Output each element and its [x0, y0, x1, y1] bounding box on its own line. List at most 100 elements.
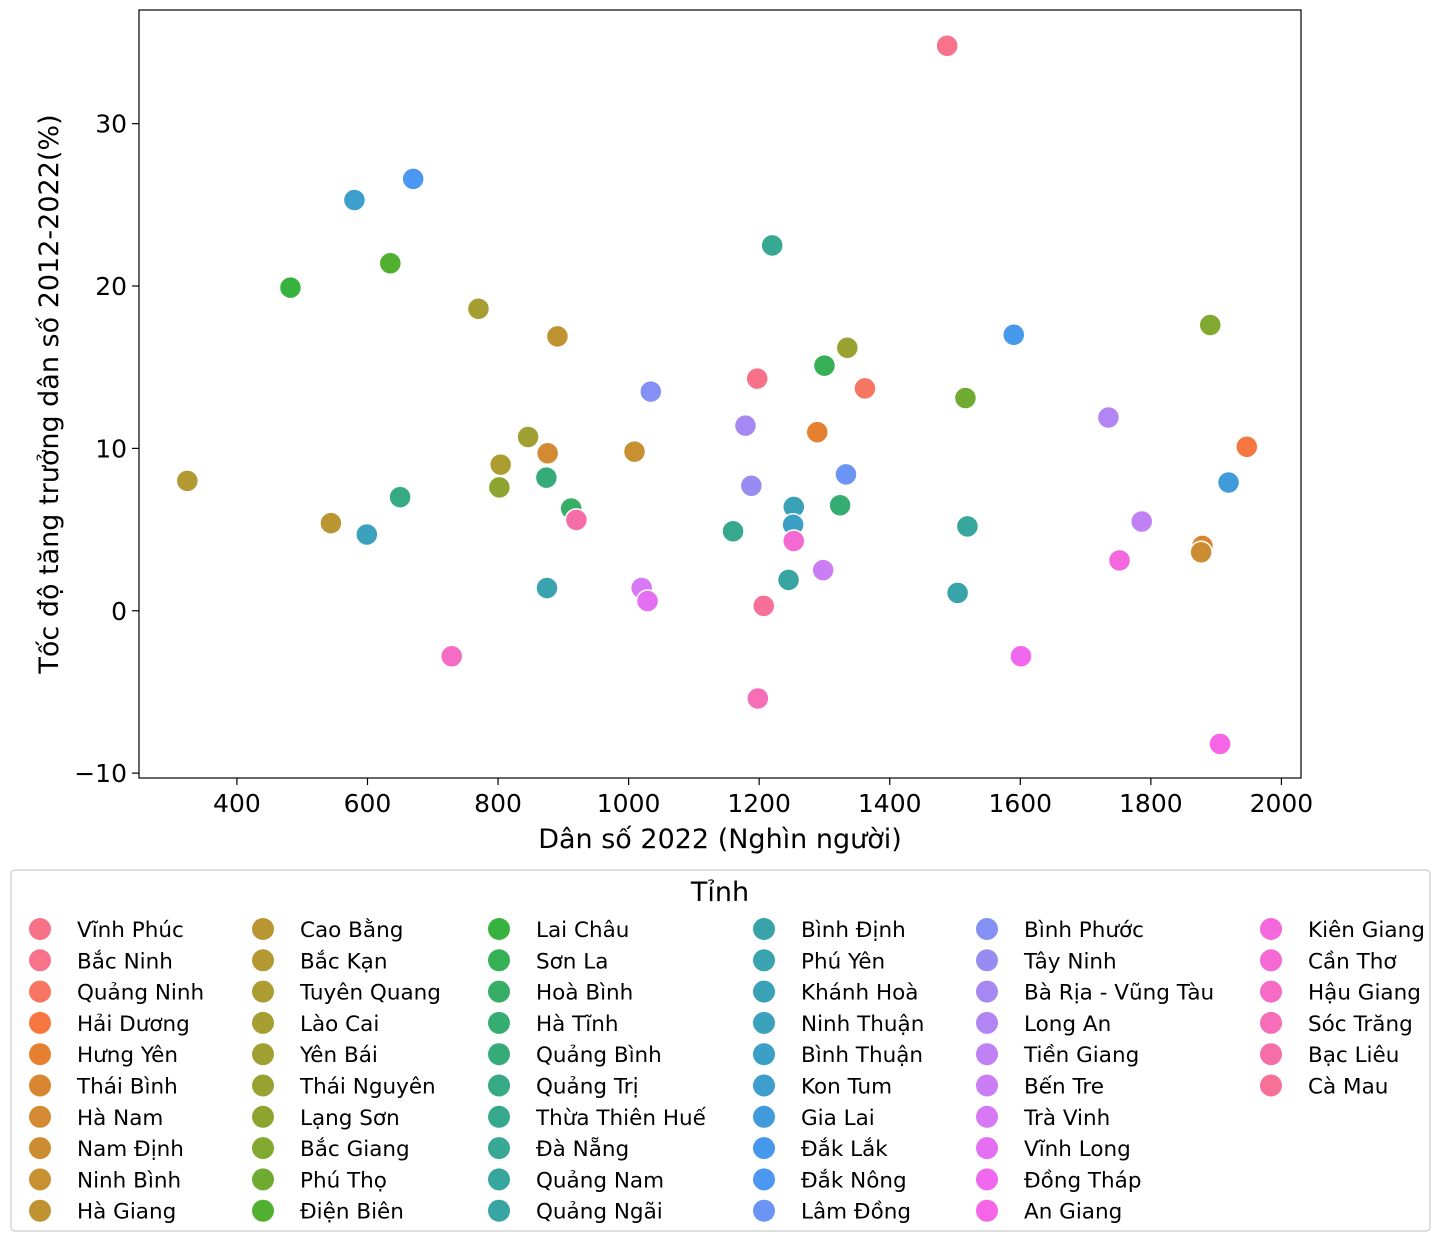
legend-marker: [488, 1168, 510, 1191]
data-point: [388, 485, 412, 509]
legend-item: Ninh Bình: [29, 1168, 181, 1193]
data-point: [545, 324, 570, 349]
data-point: [378, 251, 403, 276]
legend-marker: [488, 1137, 510, 1160]
x-axis-label: Dân số 2022 (Nghìn người): [538, 824, 902, 855]
data-point: [564, 508, 589, 532]
legend-label: An Giang: [1024, 1200, 1122, 1225]
x-tick-label: 1800: [1119, 789, 1183, 818]
x-tick-label: 1600: [988, 789, 1052, 818]
data-point: [746, 686, 770, 711]
legend-label: Bắc Giang: [300, 1137, 410, 1162]
data-point: [853, 376, 877, 401]
plot-frame: [138, 9, 1302, 779]
data-point: [635, 589, 660, 613]
legend-label: Gia Lai: [801, 1106, 875, 1131]
legend: Tỉnh Vĩnh Phúc Bắc Ninh Quảng Ninh Hải Dươn…: [10, 869, 1431, 1232]
data-point: [835, 335, 860, 360]
legend-label: Kon Tum: [801, 1075, 892, 1100]
data-point: [782, 529, 806, 553]
legend-marker: [29, 1199, 51, 1222]
legend-label: Cà Mau: [1308, 1075, 1388, 1100]
data-point: [401, 167, 425, 191]
legend-item: Hậu Giang: [1260, 980, 1421, 1006]
legend-marker: [29, 1105, 51, 1128]
legend-item: Quảng Trị: [488, 1074, 639, 1100]
legend-item: Nam Định: [29, 1137, 184, 1162]
legend-label: Hậu Giang: [1308, 981, 1421, 1006]
legend-marker: [488, 1074, 510, 1097]
legend-marker: [753, 949, 775, 972]
data-point: [622, 439, 647, 464]
legend-item: Bình Phước: [976, 918, 1144, 943]
legend-marker: [976, 1011, 998, 1034]
x-tick-label: 1200: [727, 789, 791, 818]
legend-marker: [753, 1105, 775, 1128]
x-tick-label: 2000: [1250, 789, 1314, 818]
data-point: [1096, 405, 1121, 430]
data-point: [1189, 540, 1213, 565]
legend-item: Bắc Kạn: [252, 949, 387, 974]
legend-item: Thái Nguyên: [252, 1074, 436, 1100]
legend-marker: [976, 918, 998, 940]
legend-label: Quảng Trị: [536, 1075, 639, 1100]
plot-points: [175, 33, 1259, 756]
legend-item: Thái Bình: [29, 1074, 178, 1100]
legend-item: Bến Tre: [976, 1074, 1104, 1100]
legend-item: Hà Giang: [29, 1199, 176, 1225]
legend-marker: [976, 1105, 998, 1128]
legend-item: Vĩnh Phúc: [29, 918, 184, 943]
y-tick-label: 20: [95, 272, 127, 301]
data-point: [1107, 548, 1132, 573]
legend-marker: [252, 1168, 274, 1191]
legend-marker: [488, 1043, 510, 1066]
legend-label: Bà Rịa - Vũng Tàu: [1024, 981, 1214, 1006]
y-tick-label: 10: [95, 434, 127, 463]
data-point: [805, 420, 830, 444]
legend-item: Đồng Tháp: [976, 1168, 1142, 1193]
legend-item: Bình Thuận: [753, 1043, 923, 1068]
legend-marker: [252, 1011, 274, 1034]
legend-marker: [976, 980, 998, 1003]
legend-item: Vĩnh Long: [976, 1137, 1131, 1162]
legend-marker: [976, 1168, 998, 1191]
x-tick-label: 1000: [597, 789, 661, 818]
legend-frame: [10, 869, 1431, 1232]
legend-item: Đắk Lắk: [753, 1137, 888, 1162]
legend-label: Yên Bái: [299, 1043, 378, 1068]
legend-item: Quảng Ngãi: [488, 1199, 663, 1225]
legend-marker: [753, 1074, 775, 1097]
legend-label: Lai Châu: [536, 918, 629, 943]
legend-item: Sóc Trăng: [1260, 1011, 1413, 1037]
legend-label: Phú Thọ: [300, 1168, 387, 1193]
legend-marker: [976, 1074, 998, 1097]
data-point: [466, 297, 491, 321]
legend-label: Bắc Ninh: [77, 949, 173, 974]
legend-items: Vĩnh Phúc Bắc Ninh Quảng Ninh Hải Dương Hưng…: [29, 918, 1425, 1225]
legend-item: Lai Châu: [488, 918, 629, 943]
legend-label: Nam Định: [77, 1137, 184, 1162]
legend-label: Quảng Nam: [536, 1168, 664, 1193]
legend-label: Hà Giang: [77, 1200, 176, 1225]
legend-marker: [488, 1011, 510, 1034]
x-tick-label: 1400: [858, 789, 922, 818]
legend-item: Trà Vinh: [976, 1105, 1110, 1131]
legend-marker: [252, 1105, 274, 1128]
legend-marker: [753, 1011, 775, 1034]
data-point: [175, 469, 200, 493]
data-point: [1216, 470, 1241, 495]
legend-marker: [252, 1043, 274, 1066]
data-point: [1235, 435, 1259, 459]
legend-marker: [29, 1137, 51, 1160]
legend-item: Lâm Đồng: [753, 1199, 911, 1225]
legend-label: Ninh Bình: [77, 1168, 181, 1193]
legend-label: Bạc Liêu: [1308, 1043, 1399, 1068]
legend-label: Đồng Tháp: [1024, 1168, 1142, 1193]
legend-item: Đà Nẵng: [488, 1136, 629, 1162]
legend-marker: [488, 1105, 510, 1128]
data-point: [739, 473, 764, 498]
data-point: [945, 581, 970, 605]
legend-marker: [976, 1043, 998, 1066]
legend-label: Tiền Giang: [1023, 1043, 1139, 1068]
